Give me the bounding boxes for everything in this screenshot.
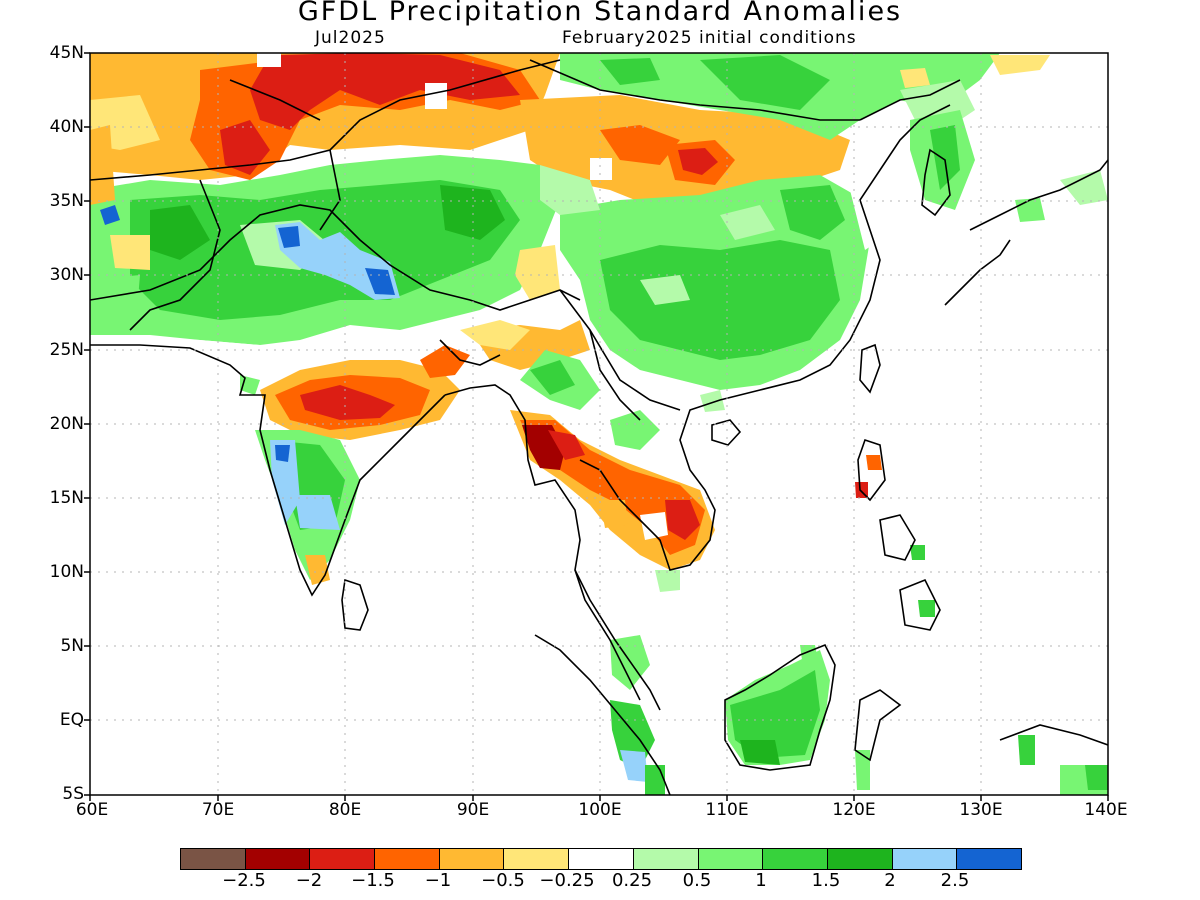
region-nepal-very-wet	[275, 222, 400, 300]
colorbar-label: −2.5	[222, 870, 266, 891]
lat-label: 45N	[49, 43, 84, 63]
lat-label: 35N	[49, 191, 84, 211]
colorbar-swatch	[504, 849, 570, 869]
colorbar-swatch	[892, 849, 958, 869]
valid-month-label: Jul2025	[315, 28, 386, 48]
colorbar-label: −2	[295, 870, 323, 891]
lat-label: 20N	[49, 414, 84, 434]
colorbar-label: −0.25	[539, 870, 595, 891]
colorbar-label: 2.5	[940, 870, 970, 891]
colorbar-swatch	[245, 849, 311, 869]
lon-label: 100E	[578, 800, 622, 820]
colorbar-swatch	[827, 849, 893, 869]
colorbar-swatch	[763, 849, 828, 869]
lat-label: 10N	[49, 562, 84, 582]
lon-label: 70E	[201, 800, 235, 820]
colorbar-swatch	[698, 849, 764, 869]
lon-label: 110E	[705, 800, 749, 820]
lat-label: 25N	[49, 340, 84, 360]
colorbar-swatch	[957, 849, 1021, 869]
lat-label: 5N	[60, 636, 84, 656]
colorbar-swatch	[375, 849, 440, 869]
colorbar-swatch	[310, 849, 376, 869]
colorbar-label: −1	[424, 870, 452, 891]
lat-label: 40N	[49, 117, 84, 137]
lon-label: 140E	[1084, 800, 1128, 820]
colorbar-label: 0.25	[611, 870, 653, 891]
map-frame	[84, 52, 1109, 801]
lon-label: 130E	[959, 800, 1003, 820]
lon-label: 60E	[75, 800, 109, 820]
colorbar-label: 0.5	[682, 870, 712, 891]
init-conditions-label: February2025 initial conditions	[562, 28, 857, 48]
colorbar-swatch	[181, 849, 246, 869]
colorbar-swatch	[633, 849, 699, 869]
colorbar-label: 1	[755, 870, 767, 891]
lat-label: 15N	[49, 488, 84, 508]
lat-label: 5S	[62, 784, 84, 804]
colorbar-label: 2	[884, 870, 896, 891]
colorbar	[180, 848, 1022, 870]
grid-lines	[90, 53, 1108, 795]
lat-label: EQ	[59, 710, 84, 730]
colorbar-swatch	[439, 849, 505, 869]
colorbar-label: −1.5	[351, 870, 395, 891]
colorbar-swatch	[569, 849, 634, 869]
lon-label: 80E	[328, 800, 362, 820]
lon-label: 120E	[832, 800, 876, 820]
lat-label: 30N	[49, 265, 84, 285]
colorbar-label: 1.5	[811, 870, 841, 891]
colorbar-label: −0.5	[481, 870, 525, 891]
map-title: GFDL Precipitation Standard Anomalies	[297, 0, 903, 27]
coastlines	[90, 59, 1108, 795]
lon-label: 90E	[456, 800, 490, 820]
